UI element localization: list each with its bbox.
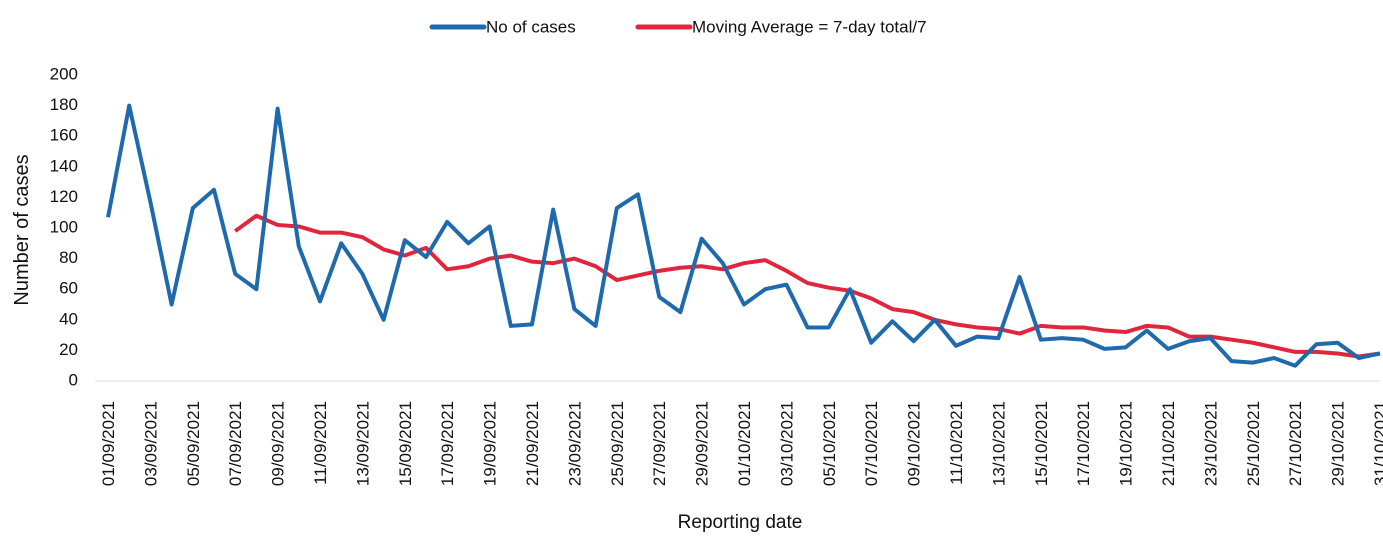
- x-tick-label: 09/10/2021: [905, 401, 924, 486]
- x-tick-label: 13/09/2021: [353, 401, 372, 486]
- x-tick-label: 27/09/2021: [650, 401, 669, 486]
- x-tick-label: 09/09/2021: [269, 401, 288, 486]
- x-tick-label: 27/10/2021: [1286, 401, 1305, 486]
- x-tick-label: 15/09/2021: [396, 401, 415, 486]
- x-tick-label: 29/09/2021: [693, 401, 712, 486]
- x-tick-label: 23/10/2021: [1201, 401, 1220, 486]
- legend-label: No of cases: [486, 17, 576, 36]
- y-tick-label: 100: [50, 217, 78, 236]
- x-tick-label: 29/10/2021: [1329, 401, 1348, 486]
- series-line: [106, 103, 1381, 368]
- x-tick-label: 25/09/2021: [608, 401, 627, 486]
- x-tick-label: 03/10/2021: [777, 401, 796, 486]
- x-tick-label: 15/10/2021: [1032, 401, 1051, 486]
- x-tick-label: 05/09/2021: [184, 401, 203, 486]
- series-line: [234, 213, 1381, 359]
- x-tick-label: 31/10/2021: [1371, 401, 1383, 486]
- x-tick-label: 23/09/2021: [565, 401, 584, 486]
- y-tick-label: 20: [59, 340, 78, 359]
- x-tick-label: 03/09/2021: [141, 401, 160, 486]
- x-tick-label: 01/10/2021: [735, 401, 754, 486]
- y-tick-label: 40: [59, 309, 78, 328]
- x-tick-label: 19/09/2021: [481, 401, 500, 486]
- legend-label: Moving Average = 7-day total/7: [692, 17, 927, 36]
- x-tick-label: 11/10/2021: [947, 401, 966, 485]
- y-tick-label: 180: [50, 95, 78, 114]
- x-tick-label: 07/09/2021: [226, 401, 245, 486]
- x-tick-label: 21/09/2021: [523, 401, 542, 486]
- x-tick-label: 17/10/2021: [1074, 401, 1093, 486]
- x-tick-label: 11/09/2021: [311, 401, 330, 485]
- y-tick-label: 160: [50, 126, 78, 145]
- x-tick-label: 19/10/2021: [1117, 401, 1136, 486]
- y-tick-label: 140: [50, 156, 78, 175]
- y-tick-label: 120: [50, 187, 78, 206]
- y-tick-label: 200: [50, 64, 78, 83]
- x-tick-label: 21/10/2021: [1159, 401, 1178, 486]
- x-tick-label: 25/10/2021: [1244, 401, 1263, 486]
- x-tick-label: 05/10/2021: [820, 401, 839, 486]
- y-tick-label: 0: [69, 370, 78, 389]
- x-tick-label: 13/10/2021: [989, 401, 1008, 486]
- x-axis-title: Reporting date: [678, 512, 803, 533]
- y-tick-label: 80: [59, 248, 78, 267]
- y-tick-label: 60: [59, 279, 78, 298]
- x-tick-label: 07/10/2021: [862, 401, 881, 486]
- x-tick-label: 01/09/2021: [99, 401, 118, 486]
- y-axis-title: Number of cases: [11, 154, 33, 305]
- x-tick-label: 17/09/2021: [438, 401, 457, 486]
